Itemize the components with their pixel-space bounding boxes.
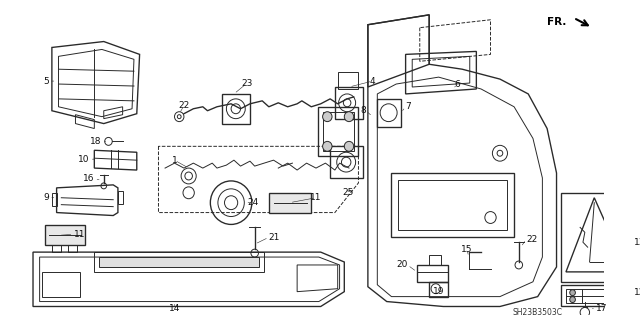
Text: 11: 11: [310, 193, 322, 202]
Circle shape: [617, 297, 623, 302]
Text: 10: 10: [78, 155, 90, 164]
Circle shape: [323, 141, 332, 151]
Text: 22: 22: [526, 235, 538, 244]
Text: 15: 15: [461, 245, 473, 254]
Text: 7: 7: [406, 102, 412, 111]
Text: 19: 19: [433, 287, 444, 296]
Circle shape: [617, 290, 623, 296]
Text: 6: 6: [454, 79, 460, 89]
Text: 9: 9: [44, 193, 49, 202]
Text: 16: 16: [83, 174, 94, 183]
Circle shape: [570, 297, 575, 302]
Text: 4: 4: [370, 77, 376, 85]
Text: 14: 14: [169, 304, 180, 313]
Text: 1: 1: [172, 156, 177, 165]
Text: 22: 22: [179, 101, 189, 110]
Circle shape: [323, 112, 332, 122]
Text: 23: 23: [241, 78, 253, 87]
Text: 18: 18: [90, 137, 102, 146]
Text: 8: 8: [360, 106, 366, 115]
Text: FR.: FR.: [547, 17, 566, 27]
Text: 21: 21: [269, 233, 280, 242]
Text: 5: 5: [44, 77, 49, 85]
Circle shape: [344, 112, 354, 122]
Polygon shape: [269, 193, 311, 212]
Polygon shape: [99, 257, 259, 267]
Text: 20: 20: [396, 261, 408, 270]
Text: 11: 11: [74, 230, 85, 239]
Text: 13: 13: [634, 238, 640, 247]
Polygon shape: [45, 226, 85, 245]
Text: SH23B3503C: SH23B3503C: [513, 308, 563, 317]
Text: 17: 17: [596, 304, 607, 313]
Circle shape: [570, 290, 575, 296]
Text: 25: 25: [342, 188, 354, 197]
Text: 12: 12: [634, 288, 640, 297]
Circle shape: [344, 141, 354, 151]
Text: 24: 24: [247, 198, 259, 207]
